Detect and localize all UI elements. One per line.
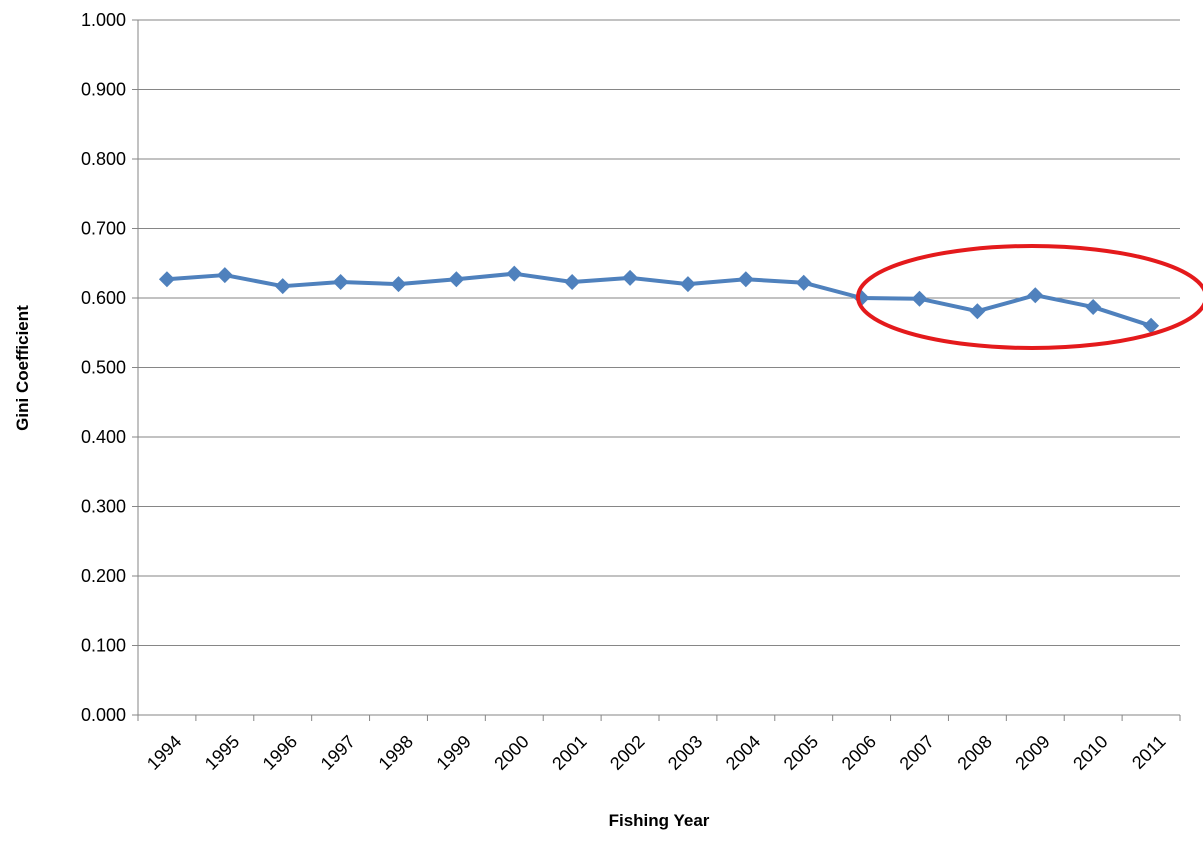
- data-point: [795, 274, 812, 291]
- x-tick-label: 1995: [201, 731, 243, 773]
- x-tick-label: 2009: [1011, 731, 1053, 773]
- x-tick-label: 1998: [375, 731, 417, 773]
- data-point: [216, 267, 233, 284]
- data-point: [158, 271, 175, 288]
- y-tick-label: 0.700: [81, 219, 126, 239]
- y-tick-label: 0.200: [81, 566, 126, 586]
- x-axis-label: Fishing Year: [609, 811, 710, 830]
- x-tick-label: 1994: [143, 731, 185, 773]
- x-tick-label: 2004: [722, 731, 764, 773]
- x-tick-label: 2011: [1128, 731, 1170, 773]
- x-tick-label: 2005: [780, 731, 822, 773]
- x-tick-label: 1999: [432, 731, 474, 773]
- y-axis-label: Gini Coefficient: [13, 305, 32, 431]
- x-tick-label: 1997: [317, 731, 359, 773]
- data-point: [448, 271, 465, 288]
- y-tick-label: 0.300: [81, 497, 126, 517]
- data-point: [506, 265, 523, 282]
- data-point: [679, 276, 696, 293]
- data-point: [1027, 287, 1044, 304]
- y-tick-label: 1.000: [81, 10, 126, 30]
- data-point: [1143, 317, 1160, 334]
- data-point: [274, 278, 291, 295]
- y-tick-label: 0.800: [81, 149, 126, 169]
- y-tick-label: 0.900: [81, 80, 126, 100]
- highlight-ellipse: [856, 244, 1203, 350]
- data-point: [622, 269, 639, 286]
- x-tick-label: 2003: [664, 731, 706, 773]
- x-tick-label: 2001: [548, 731, 590, 773]
- x-tick-label: 1996: [259, 731, 301, 773]
- data-point: [911, 290, 928, 307]
- data-point: [332, 274, 349, 291]
- y-tick-label: 0.000: [81, 705, 126, 725]
- series-line: [166, 271, 1152, 328]
- data-point: [390, 276, 407, 293]
- x-tick-label: 2006: [838, 731, 880, 773]
- x-tick-label: 2002: [606, 731, 648, 773]
- data-point: [1085, 299, 1102, 316]
- x-tick-label: 2010: [1069, 731, 1111, 773]
- x-tick-label: 2007: [896, 731, 938, 773]
- y-tick-label: 0.500: [81, 358, 126, 378]
- data-point: [737, 271, 754, 288]
- x-tick-label: 2008: [953, 731, 995, 773]
- x-tick-label: 2000: [490, 731, 532, 773]
- y-tick-label: 0.600: [81, 288, 126, 308]
- y-tick-label: 0.400: [81, 427, 126, 447]
- data-point: [969, 303, 986, 320]
- data-point: [564, 274, 581, 291]
- y-tick-label: 0.100: [81, 636, 126, 656]
